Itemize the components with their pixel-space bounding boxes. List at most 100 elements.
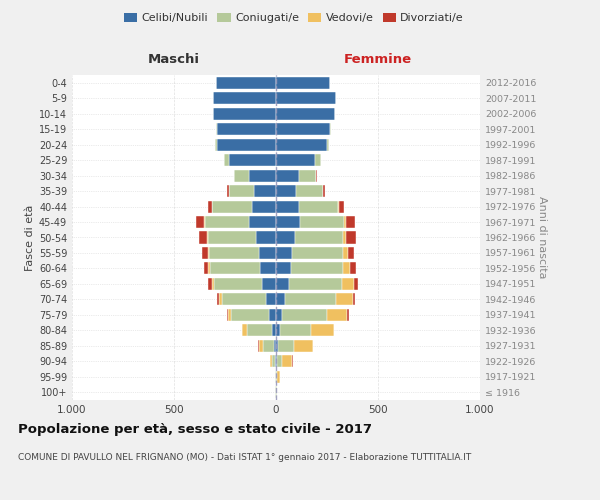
- Bar: [234, 170, 250, 181]
- Bar: [208, 232, 256, 243]
- Bar: [276, 340, 278, 352]
- Bar: [262, 278, 276, 290]
- Bar: [350, 262, 356, 274]
- Text: Femmine: Femmine: [344, 54, 412, 66]
- Bar: [213, 92, 276, 104]
- Bar: [316, 170, 317, 181]
- Bar: [215, 138, 217, 150]
- Bar: [208, 262, 210, 274]
- Bar: [213, 108, 276, 120]
- Bar: [274, 340, 276, 352]
- Bar: [339, 200, 344, 212]
- Bar: [282, 309, 327, 321]
- Bar: [266, 294, 276, 306]
- Bar: [276, 278, 289, 290]
- Bar: [217, 123, 276, 135]
- Text: Popolazione per età, sesso e stato civile - 2017: Popolazione per età, sesso e stato civil…: [18, 422, 372, 436]
- Bar: [275, 356, 276, 368]
- Bar: [208, 247, 209, 259]
- Bar: [299, 170, 316, 181]
- Bar: [348, 247, 354, 259]
- Bar: [276, 200, 299, 212]
- Bar: [277, 371, 280, 383]
- Bar: [229, 154, 276, 166]
- Bar: [259, 247, 276, 259]
- Bar: [277, 356, 282, 368]
- Bar: [227, 185, 229, 197]
- Legend: Celibi/Nubili, Coniugati/e, Vedovi/e, Divorziati/e: Celibi/Nubili, Coniugati/e, Vedovi/e, Di…: [119, 8, 469, 28]
- Bar: [263, 340, 274, 352]
- Bar: [208, 278, 212, 290]
- Bar: [256, 232, 276, 243]
- Bar: [301, 216, 344, 228]
- Bar: [285, 294, 336, 306]
- Bar: [292, 247, 343, 259]
- Bar: [282, 356, 292, 368]
- Bar: [346, 216, 355, 228]
- Bar: [212, 200, 251, 212]
- Bar: [233, 170, 234, 181]
- Bar: [338, 200, 339, 212]
- Bar: [296, 185, 323, 197]
- Bar: [199, 232, 207, 243]
- Bar: [250, 216, 276, 228]
- Bar: [276, 123, 330, 135]
- Bar: [276, 324, 280, 336]
- Bar: [276, 170, 299, 181]
- Bar: [336, 294, 353, 306]
- Bar: [276, 294, 285, 306]
- Bar: [295, 340, 313, 352]
- Bar: [346, 232, 356, 243]
- Bar: [292, 262, 343, 274]
- Bar: [269, 309, 276, 321]
- Bar: [259, 340, 263, 352]
- Bar: [222, 294, 266, 306]
- Bar: [202, 247, 208, 259]
- Bar: [353, 294, 355, 306]
- Bar: [295, 232, 343, 243]
- Bar: [227, 309, 228, 321]
- Bar: [251, 200, 276, 212]
- Bar: [311, 324, 334, 336]
- Bar: [299, 200, 338, 212]
- Bar: [276, 138, 327, 150]
- Bar: [276, 262, 292, 274]
- Bar: [228, 309, 231, 321]
- Bar: [280, 324, 311, 336]
- Bar: [276, 108, 335, 120]
- Bar: [315, 154, 321, 166]
- Bar: [214, 278, 262, 290]
- Bar: [276, 309, 282, 321]
- Bar: [276, 247, 292, 259]
- Bar: [217, 294, 220, 306]
- Bar: [208, 200, 212, 212]
- Bar: [254, 185, 276, 197]
- Bar: [203, 262, 208, 274]
- Bar: [217, 138, 276, 150]
- Bar: [289, 278, 342, 290]
- Bar: [272, 324, 276, 336]
- Y-axis label: Fasce di età: Fasce di età: [25, 204, 35, 270]
- Bar: [342, 278, 353, 290]
- Bar: [276, 185, 296, 197]
- Bar: [276, 356, 277, 368]
- Bar: [224, 154, 229, 166]
- Text: Maschi: Maschi: [148, 54, 200, 66]
- Bar: [272, 356, 275, 368]
- Text: COMUNE DI PAVULLO NEL FRIGNANO (MO) - Dati ISTAT 1° gennaio 2017 - Elaborazione : COMUNE DI PAVULLO NEL FRIGNANO (MO) - Da…: [18, 452, 471, 462]
- Bar: [344, 216, 346, 228]
- Bar: [343, 232, 346, 243]
- Bar: [327, 309, 347, 321]
- Bar: [276, 232, 295, 243]
- Bar: [353, 278, 358, 290]
- Y-axis label: Anni di nascita: Anni di nascita: [537, 196, 547, 279]
- Bar: [216, 123, 217, 135]
- Bar: [196, 216, 204, 228]
- Bar: [278, 340, 295, 352]
- Bar: [210, 262, 260, 274]
- Bar: [276, 92, 336, 104]
- Bar: [327, 138, 329, 150]
- Bar: [220, 294, 222, 306]
- Bar: [343, 247, 348, 259]
- Bar: [231, 309, 269, 321]
